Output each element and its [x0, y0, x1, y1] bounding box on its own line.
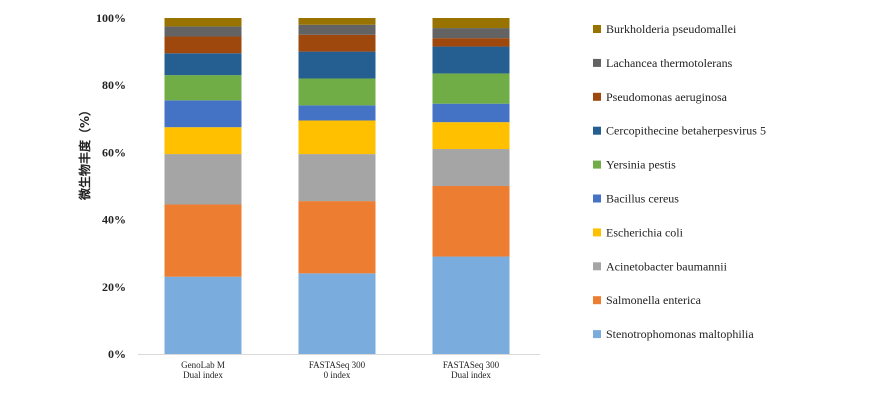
bar-segment — [432, 73, 510, 104]
legend-swatch — [593, 160, 601, 169]
legend-swatch — [593, 92, 601, 101]
bar-segment — [432, 38, 510, 47]
bar-segment — [164, 204, 242, 277]
bar-segment — [432, 122, 510, 150]
y-tick-label: 80% — [102, 78, 126, 92]
legend-label: Yersinia pestis — [606, 158, 676, 172]
x-category-label: FASTASeq 300 — [309, 360, 366, 370]
legend-label: Acinetobacter baumannii — [606, 259, 728, 273]
legend-label: Salmonella enterica — [606, 293, 702, 307]
legend-label: Stenotrophomonas maltophilia — [606, 327, 754, 341]
bar-segment — [298, 120, 376, 155]
bar-segment — [432, 149, 510, 186]
bar-segment — [432, 46, 510, 74]
bar-segment — [164, 36, 242, 54]
legend-swatch — [593, 194, 601, 203]
bar-segment — [164, 276, 242, 354]
y-tick-label: 40% — [102, 213, 126, 227]
legend-label: Bacillus cereus — [606, 192, 679, 206]
legend-swatch — [593, 228, 601, 237]
bar-segment — [298, 201, 376, 274]
bar-segment — [298, 273, 376, 354]
bar-segment — [298, 154, 376, 202]
bar-segment — [164, 18, 242, 27]
x-category-label: FASTASeq 300 — [443, 360, 500, 370]
legend-label: Burkholderia pseudomallei — [606, 22, 737, 36]
y-tick-label: 60% — [102, 145, 126, 159]
legend-label: Pseudomonas aeruginosa — [606, 90, 728, 104]
legend-swatch — [593, 262, 601, 271]
bar-segment — [164, 100, 242, 128]
bar-segment — [164, 53, 242, 76]
bar-segment — [432, 28, 510, 39]
bar-segment — [298, 34, 376, 52]
legend-swatch — [593, 58, 601, 67]
bar-segment — [298, 105, 376, 121]
legend-label: Cercopithecine betaherpesvirus 5 — [606, 124, 766, 138]
bar-segment — [164, 127, 242, 155]
y-tick-label: 100% — [96, 11, 126, 25]
legend-label: Lachancea thermotolerans — [606, 56, 733, 70]
y-tick-label: 20% — [102, 280, 126, 294]
bar-segment — [298, 78, 376, 106]
y-tick-label: 0% — [108, 347, 126, 361]
legend-swatch — [593, 330, 601, 339]
x-category-label: GenoLab M — [181, 360, 225, 370]
bar-segment — [432, 256, 510, 354]
bar-segment — [298, 51, 376, 79]
x-category-label: Dual index — [183, 370, 223, 380]
bar-segment — [432, 103, 510, 123]
bar-segment — [432, 18, 510, 29]
legend-swatch — [593, 25, 601, 33]
bar-segment — [298, 18, 376, 25]
x-category-label: Dual index — [451, 370, 491, 380]
legend-swatch — [593, 296, 601, 305]
legend: Burkholderia pseudomallei Lachancea therm… — [593, 22, 766, 341]
bar-segment — [164, 75, 242, 101]
bar-segment — [432, 186, 510, 257]
bar-segment — [298, 24, 376, 35]
legend-swatch — [593, 126, 601, 135]
bar-segment — [164, 154, 242, 205]
legend-label: Escherichia coli — [606, 225, 684, 239]
y-axis-title: 微生物丰度（%） — [77, 104, 92, 201]
x-category-label: 0 index — [324, 370, 351, 380]
bar-segment — [164, 26, 242, 37]
